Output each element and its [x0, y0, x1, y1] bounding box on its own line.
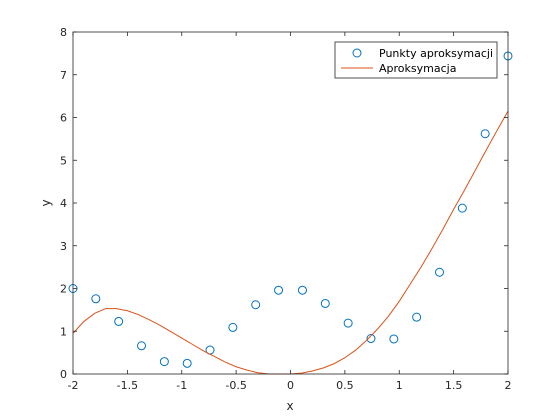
data-point [91, 294, 101, 304]
y-tick-label: 1 [60, 325, 67, 338]
y-tick-label: 6 [60, 112, 67, 125]
x-tick-label: -2 [68, 379, 79, 392]
x-tick-label: 0 [287, 379, 294, 392]
legend-box [334, 41, 498, 79]
x-tick-label: -0.5 [225, 379, 246, 392]
data-point [320, 298, 330, 308]
x-tick-label: 1.5 [445, 379, 463, 392]
x-tick-label: 1 [396, 379, 403, 392]
data-point [343, 318, 353, 328]
y-tick-label: 8 [60, 26, 67, 39]
legend: Punkty aproksymacji Aproksymacja [334, 41, 498, 79]
data-point [114, 316, 124, 326]
data-point [389, 334, 399, 344]
data-point [480, 129, 490, 139]
data-point [297, 285, 307, 295]
y-tick-label: 5 [60, 154, 67, 167]
data-point [251, 300, 261, 310]
data-point [366, 334, 376, 344]
legend-entry-label: Punkty aproksymacji [379, 47, 493, 60]
x-tick-label: -1 [176, 379, 187, 392]
data-point [434, 267, 444, 277]
plot-background [73, 32, 508, 374]
y-tick-label: 2 [60, 283, 67, 296]
data-point [228, 322, 238, 332]
legend-marker-swatch [352, 48, 362, 58]
legend-entry-label: Aproksymacja [379, 62, 456, 75]
x-axis-label: x [286, 399, 293, 413]
y-tick-label: 4 [60, 197, 67, 210]
x-tick-label: 2 [505, 379, 512, 392]
data-point [137, 341, 147, 351]
y-tick-label: 7 [60, 69, 67, 82]
data-point [412, 312, 422, 322]
data-point [182, 358, 192, 368]
data-point [274, 285, 284, 295]
y-axis-label: y [39, 199, 53, 206]
ticks-layer: -2 -1.5 -1 -0.5 0 0.5 1 1.5 2 0 1 2 3 4 5 6 7 8 [60, 26, 512, 392]
y-tick-label: 3 [60, 240, 67, 253]
x-tick-label: 0.5 [336, 379, 354, 392]
data-point [457, 203, 467, 213]
data-point [159, 357, 169, 367]
x-tick-label: -1.5 [117, 379, 138, 392]
y-tick-label: 0 [60, 368, 67, 381]
